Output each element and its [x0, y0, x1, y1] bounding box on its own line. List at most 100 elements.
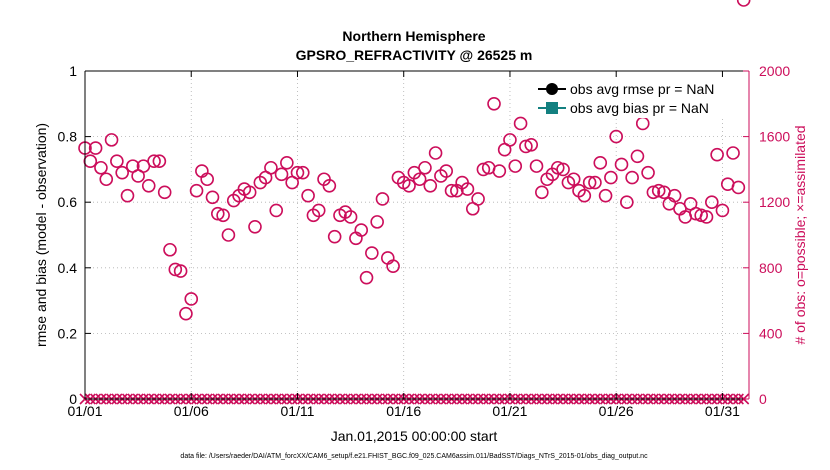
possible-obs-point: [83, 154, 98, 168]
possible-obs-point: [519, 139, 533, 154]
possible-obs-point: [152, 154, 167, 168]
y-right-tick-label: 400: [759, 325, 783, 341]
possible-obs-point: [699, 210, 714, 224]
x-tick-label: 01/06: [174, 403, 209, 419]
possible-obs-point: [221, 228, 236, 242]
possible-obs-point: [651, 183, 666, 198]
possible-obs-point: [163, 242, 177, 257]
possible-obs-point: [582, 175, 597, 190]
possible-obs-point: [115, 165, 129, 180]
possible-obs-point: [476, 162, 491, 177]
y-left-tick-label: 0: [69, 391, 77, 407]
possible-obs-point: [710, 147, 724, 162]
possible-obs-point: [630, 149, 645, 164]
legend-bias-marker: [546, 102, 558, 114]
plot-frame: [84, 70, 750, 400]
possible-obs-point: [184, 292, 199, 306]
possible-obs-point: [343, 210, 358, 224]
possible-obs-point: [322, 179, 337, 193]
y-left-tick-label: 0.2: [58, 325, 78, 341]
possible-obs-point: [365, 246, 379, 260]
x-tick-label: 01/21: [492, 403, 527, 419]
possible-obs-point: [641, 165, 655, 180]
possible-obs-point: [354, 223, 369, 237]
axis-ticks: 0 0.2 0.4 0.6 0.8 1 0 400 800 1200 1600 2000 01/01 01…: [58, 63, 791, 419]
y-axis-right-label: # of obs: o=possible; ×=assimilated: [792, 125, 808, 344]
possible-obs-point: [593, 156, 608, 170]
grid-lines: [85, 71, 749, 399]
possible-obs-point: [588, 175, 602, 190]
y-left-tick-label: 0.6: [58, 194, 78, 210]
possible-obs-point: [211, 206, 225, 221]
legend-rmse-label: obs avg rmse pr = NaN: [570, 81, 714, 97]
possible-obs-point: [535, 185, 549, 200]
legend-box: [532, 78, 742, 118]
possible-obs-point: [200, 172, 214, 187]
chart-subtitle: GPSRO_REFRACTIVITY @ 26525 m: [296, 47, 533, 63]
possible-obs-point: [147, 154, 161, 168]
y-right-tick-label: 2000: [759, 63, 790, 79]
possible-obs-point: [492, 164, 507, 178]
possible-obs-point: [423, 179, 438, 193]
possible-obs-point: [439, 164, 454, 178]
possible-obs-point: [157, 185, 172, 200]
possible-obs-point: [327, 229, 342, 244]
possible-obs-point: [471, 192, 485, 206]
plot-area: [85, 71, 749, 399]
legend: obs avg rmse pr = NaN obs avg bias pr = …: [532, 78, 742, 118]
possible-obs-point: [487, 97, 501, 111]
possible-obs-point: [705, 195, 719, 209]
possible-obs-point: [556, 162, 570, 177]
possible-obs-point: [667, 188, 682, 203]
possible-obs-point: [104, 133, 119, 147]
y-right-tick-label: 1600: [759, 129, 790, 145]
possible-obs-point: [609, 129, 624, 144]
possible-obs-point: [280, 156, 294, 170]
possible-obs-point: [264, 160, 278, 175]
possible-obs-point: [205, 190, 220, 205]
y-axis-left-label: rmse and bias (model - observation): [33, 123, 49, 347]
possible-obs-point: [248, 220, 262, 234]
possible-obs-point: [274, 167, 289, 182]
possible-obs-point: [216, 208, 230, 223]
possible-obs-point: [444, 183, 459, 198]
possible-obs-point: [88, 141, 103, 155]
data-file-footnote: data file: /Users/raeder/DAI/ATM_forcXX/…: [180, 453, 648, 460]
y-right-tick-label: 0: [759, 391, 767, 407]
x-axis-label: Jan.01,2015 00:00:00 start: [331, 428, 498, 444]
possible-obs-point: [620, 195, 634, 209]
possible-obs-point: [598, 188, 613, 203]
possible-obs-point: [359, 270, 374, 285]
possible-obs-point: [460, 182, 475, 196]
possible-obs-point: [550, 160, 565, 175]
possible-obs-point: [577, 188, 592, 203]
possible-obs-point: [508, 159, 523, 173]
possible-obs-point: [173, 264, 188, 278]
legend-bias-label: obs avg bias pr = NaN: [570, 100, 709, 116]
y-right-tick-label: 1200: [759, 194, 790, 210]
possible-obs-point: [428, 146, 443, 160]
possible-obs-point: [715, 203, 730, 218]
possible-obs-point: [731, 180, 746, 195]
chart-title: Northern Hemisphere: [342, 28, 485, 44]
possible-obs-point: [290, 165, 305, 180]
y-right-tick-label: 800: [759, 260, 783, 276]
y-left-tick-label: 0.4: [58, 260, 78, 276]
possible-obs-point: [402, 179, 416, 193]
possible-obs-point: [524, 138, 539, 152]
possible-obs-point: [269, 203, 284, 218]
x-tick-label: 01/11: [280, 403, 314, 419]
possible-obs-point: [736, 0, 751, 7]
possible-obs-point: [375, 192, 390, 206]
legend-rmse-marker: [546, 83, 558, 95]
possible-obs-point: [625, 170, 639, 185]
x-tick-label: 01/01: [67, 403, 102, 419]
possible-obs-point: [412, 172, 427, 187]
possible-obs-point: [94, 160, 108, 175]
possible-obs-point: [386, 259, 400, 273]
possible-obs-point: [694, 208, 708, 223]
possible-obs-point: [168, 262, 183, 277]
possible-obs-point: [614, 157, 629, 172]
y-left-tick-label: 0.8: [58, 129, 78, 145]
